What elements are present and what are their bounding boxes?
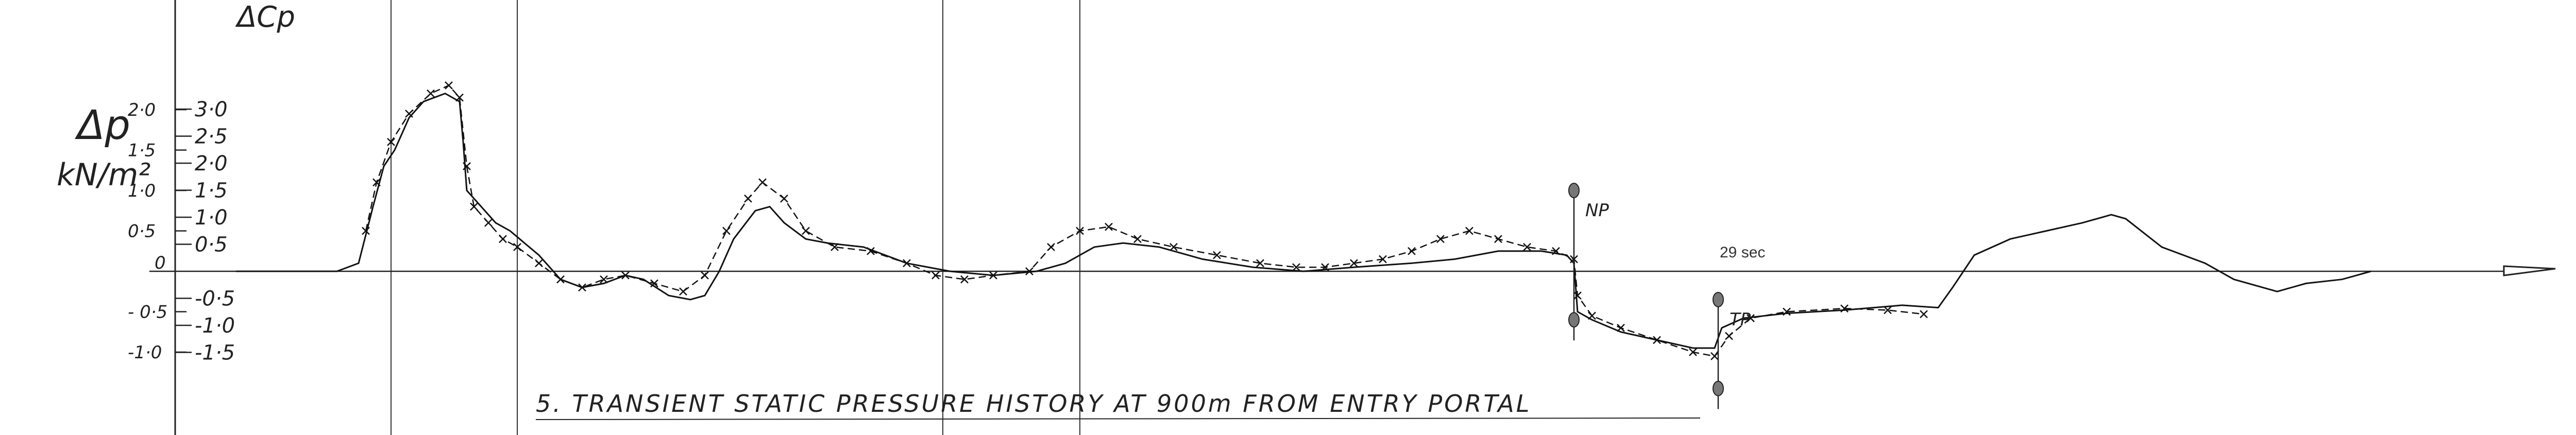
zero-label: 0: [155, 253, 166, 273]
series-1-point-39: [1292, 263, 1300, 272]
tick-label-left-1: 1·5: [128, 141, 156, 161]
tick-label-right-5: 0·5: [195, 233, 228, 257]
tick-label-right-4: 1·0: [195, 206, 228, 230]
series-1-point-59: [1840, 304, 1849, 313]
series-1-point-47: [1523, 243, 1531, 251]
series-1-point-3: [405, 109, 413, 118]
series-group: [236, 81, 2371, 360]
marker-dot-top-np: [1568, 183, 1580, 198]
series-1-point-29: [960, 275, 969, 284]
series-1-point-57: [1747, 314, 1755, 322]
y-axis-label-left: Δp kN/m²: [57, 102, 150, 193]
markers-group: NP TP: [1568, 183, 1751, 409]
series-1-point-16: [621, 271, 630, 280]
series-1-point-7: [463, 162, 471, 170]
series-1-point-17: [650, 279, 658, 288]
series-1-point-2: [387, 137, 395, 146]
series-1-point-27: [903, 259, 911, 268]
series-1-point-33: [1076, 227, 1084, 235]
series-1-point-10: [499, 235, 507, 243]
series-1-point-60: [1884, 306, 1892, 315]
series-1-point-50: [1573, 291, 1582, 300]
series-line-1: [365, 84, 1924, 357]
tick-label-left-0: 2·0: [128, 100, 156, 120]
series-1-point-51: [1588, 311, 1596, 320]
tick-label-right-0: 3·0: [195, 98, 228, 121]
chart-caption: 5. TRANSIENT STATIC PRESSURE HISTORY AT …: [536, 390, 1531, 417]
series-1-point-22: [758, 178, 767, 187]
series-1-point-20: [722, 227, 731, 235]
grid-lines: [391, 0, 1080, 435]
series-1-point-9: [484, 218, 493, 227]
series-1-point-21: [744, 194, 752, 203]
series-line-0: [236, 92, 2371, 349]
marker-label-np: NP: [1585, 200, 1609, 221]
series-1-point-43: [1408, 247, 1416, 255]
time-marker-label: 29 sec: [1720, 244, 1765, 261]
series-1-point-18: [679, 287, 687, 296]
series-1-point-54: [1689, 348, 1697, 356]
series-1-point-40: [1321, 263, 1329, 272]
series-1-point-35: [1133, 235, 1142, 243]
series-1-point-25: [831, 243, 839, 251]
tick-label-right-8: -1·5: [195, 341, 235, 365]
series-1-point-41: [1350, 259, 1358, 268]
tick-label-right-2: 2·0: [195, 152, 228, 176]
series-1-point-26: [867, 247, 875, 255]
series-1-point-61: [1920, 310, 1928, 319]
series-1-point-56: [1725, 332, 1733, 340]
tick-label-left-5: - 0·5: [128, 302, 167, 323]
series-1-point-53: [1653, 336, 1661, 344]
marker-dot-top-tp: [1713, 291, 1724, 307]
series-1-point-58: [1783, 307, 1791, 316]
series-1-point-44: [1436, 235, 1445, 243]
tick-label-left-2: 1·0: [128, 181, 156, 201]
y-label-units: kN/m²: [57, 157, 150, 193]
series-1-point-8: [470, 202, 478, 211]
series-1-point-32: [1047, 243, 1055, 251]
series-1-point-14: [578, 283, 586, 292]
series-1-point-24: [802, 227, 810, 235]
tick-label-left-6: -1·0: [128, 342, 162, 363]
series-1-point-5: [445, 81, 453, 90]
marker-dot-bottom-np: [1568, 312, 1580, 328]
tick-label-right-1: 2·5: [195, 125, 228, 149]
marker-dot-bottom-tp: [1713, 380, 1724, 396]
series-1-point-19: [701, 271, 709, 280]
tick-label-right-3: 1·5: [195, 179, 228, 203]
series-1-point-37: [1213, 251, 1221, 259]
series-1-point-38: [1256, 259, 1264, 268]
x-axis-arrow-icon: [2503, 265, 2556, 276]
series-1-point-31: [1025, 267, 1033, 275]
series-1-point-36: [1170, 243, 1178, 251]
marker-label-tp: TP: [1730, 309, 1751, 330]
series-1-point-45: [1465, 227, 1473, 235]
series-1-point-55: [1710, 352, 1719, 360]
tick-label-right-6: -0·5: [195, 287, 235, 311]
series-1-point-15: [600, 275, 608, 284]
series-1-point-12: [535, 259, 543, 268]
ticks-left: 2·0 1·5 1·0 0·5 - 0·5 -1·0: [128, 100, 187, 363]
series-1-point-23: [780, 194, 788, 203]
caption-underline: [535, 417, 1701, 420]
series-1-point-30: [989, 271, 997, 280]
y-label-delta-p: Δp: [75, 102, 130, 149]
series-1-point-11: [513, 243, 521, 251]
series-1-point-0: [362, 227, 370, 235]
series-1-point-6: [455, 93, 464, 102]
series-1-point-42: [1379, 255, 1387, 264]
series-1-point-13: [556, 275, 565, 284]
series-1-point-34: [1105, 222, 1113, 231]
series-1-point-46: [1494, 235, 1502, 243]
tick-label-left-3: 0·5: [128, 221, 156, 242]
series-1-point-48: [1552, 247, 1560, 255]
series-1-point-52: [1617, 324, 1625, 332]
series-1-point-4: [427, 89, 435, 98]
series-1-point-1: [372, 178, 381, 187]
series-1-point-28: [931, 271, 940, 280]
y-label-right: ΔCp: [235, 1, 295, 34]
tick-label-right-7: -1·0: [195, 314, 235, 338]
ticks-right: 3·0 2·5 2·0 1·5 1·0 0·5 -0·5 -1·0 -1·5: [175, 98, 235, 365]
